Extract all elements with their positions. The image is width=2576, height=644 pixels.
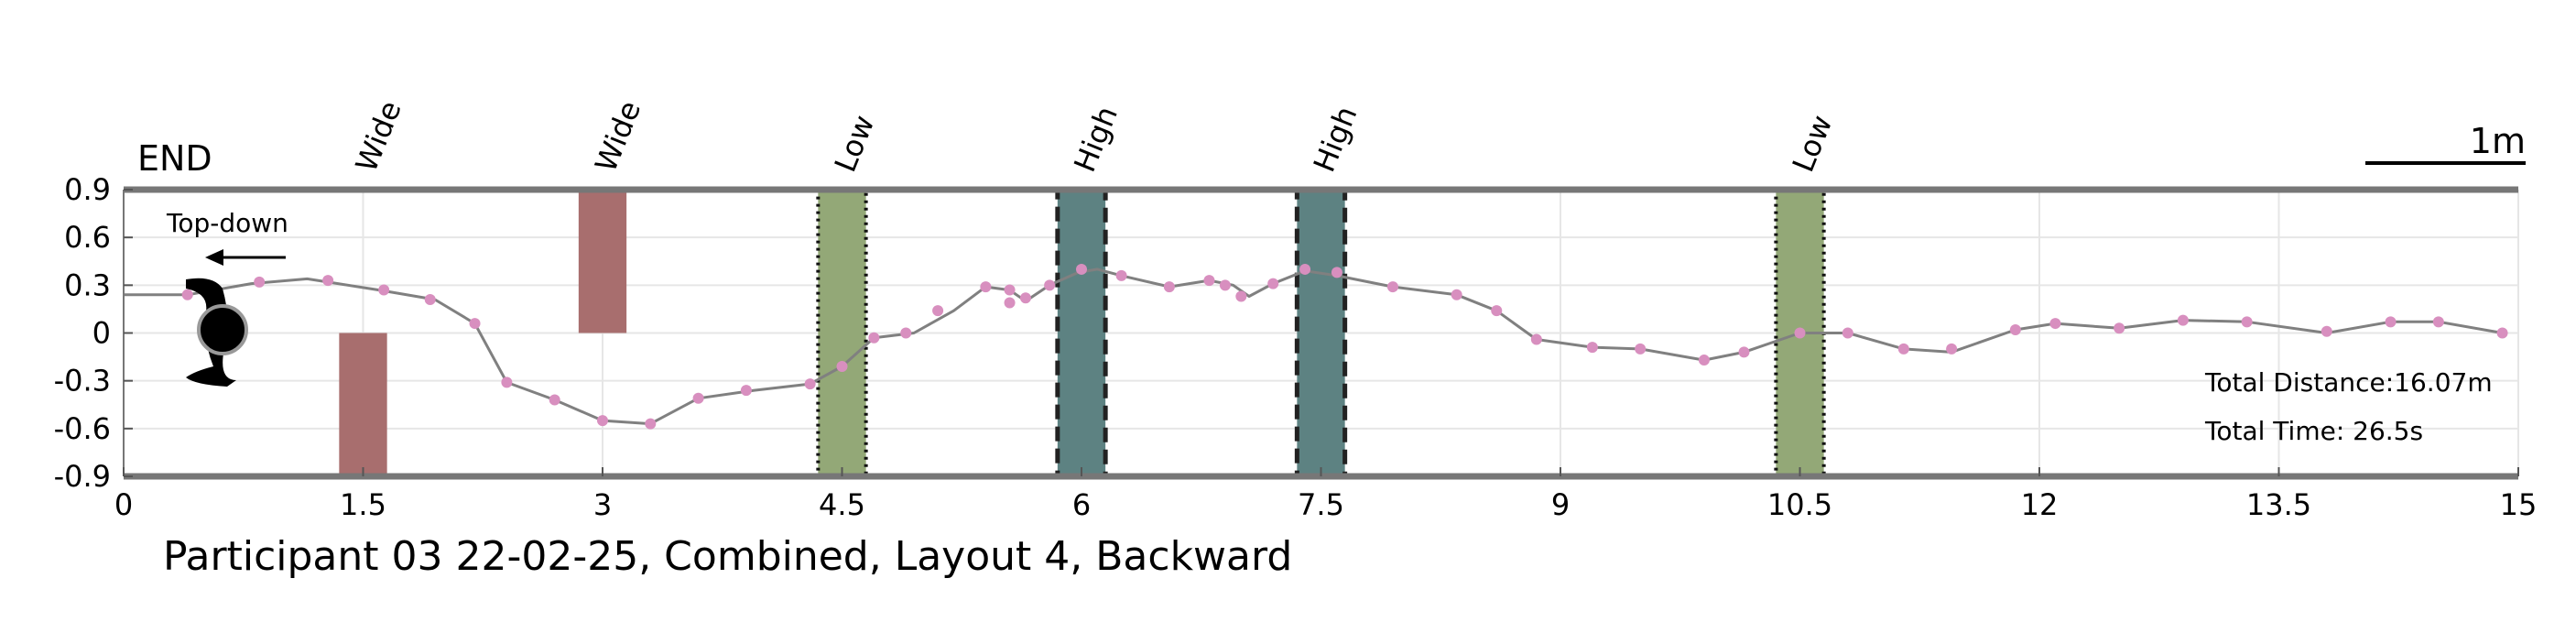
y-tick-label: -0.3 [54, 364, 111, 398]
trajectory-point [980, 281, 992, 293]
trajectory-point [1203, 275, 1215, 287]
trajectory-point [1794, 327, 1806, 339]
trajectory-point [1897, 343, 1909, 355]
total-distance: Total Distance:16.07m [2204, 367, 2493, 398]
obstacle-label: Low [828, 110, 882, 177]
trajectory-point [469, 318, 481, 330]
trajectory-point [1019, 292, 1031, 304]
trajectory-point [2496, 327, 2508, 339]
trajectory-point [1163, 281, 1175, 293]
y-tick-label: -0.9 [54, 459, 111, 494]
trajectory-point [1491, 305, 1503, 317]
x-tick-label: 9 [1551, 487, 1570, 522]
trajectory-point [1267, 278, 1279, 289]
trajectory-point [1386, 281, 1398, 293]
x-tick-label: 4.5 [819, 487, 865, 522]
trajectory-point [424, 293, 436, 305]
total-time: Total Time: 26.5s [2204, 416, 2423, 446]
trajectory-point [1004, 284, 1016, 296]
trajectory-point [1635, 343, 1647, 355]
trajectory-point [1586, 342, 1598, 354]
trajectory-point [2432, 316, 2444, 328]
obstacle-label: Wide [588, 96, 647, 177]
y-tick-label: -0.6 [54, 411, 111, 446]
obstacle-high [1055, 187, 1108, 479]
obstacle-low [816, 188, 868, 478]
y-tick-label: 0 [92, 316, 111, 351]
x-tick-label: 3 [593, 487, 612, 522]
trajectory-point [1946, 343, 1958, 355]
trajectory-point [645, 418, 657, 430]
trajectory-point [1331, 267, 1342, 278]
trajectory-point [549, 394, 560, 406]
trajectory-point [501, 377, 513, 388]
chart-title: Participant 03 22-02-25, Combined, Layou… [163, 533, 1292, 580]
trajectory-point [2049, 318, 2061, 330]
obstacle-high [1294, 187, 1348, 479]
obstacle-wide [339, 333, 387, 476]
trajectory-point [322, 275, 334, 287]
trajectory-point [2114, 322, 2125, 334]
obstacle-label: Low [1786, 110, 1840, 177]
trajectory-point [1842, 327, 1853, 339]
trajectory-point [1044, 279, 1056, 291]
y-tick-label: 0.3 [64, 267, 111, 302]
trajectory-point [2385, 316, 2397, 328]
trajectory-point [1530, 333, 1542, 345]
scale-label: 1m [2470, 121, 2526, 161]
x-tick-label: 6 [1072, 487, 1091, 522]
trajectory-point [804, 378, 816, 390]
trajectory-point [740, 385, 752, 397]
obstacle-label: High [1067, 102, 1125, 177]
trajectory-point [1219, 279, 1231, 291]
trajectory-point [1115, 269, 1127, 281]
view-label: Top-down [166, 208, 288, 238]
obstacles: Wide Wide Low High High Low [339, 96, 1840, 479]
trajectory-point [254, 276, 266, 288]
trajectory-point [1299, 263, 1311, 275]
x-tick-label: 0 [114, 487, 133, 522]
trajectory-point [1738, 346, 1750, 358]
trajectory-point [378, 284, 390, 296]
trajectory-point [1451, 289, 1462, 300]
trajectory-series [124, 263, 2508, 430]
trajectory-point [2177, 314, 2189, 326]
end-label: END [137, 138, 212, 179]
trajectory-point [2009, 324, 2021, 336]
x-tick-label: 13.5 [2246, 487, 2311, 522]
x-tick-label: 12 [2021, 487, 2059, 522]
trajectory-point [2321, 325, 2332, 337]
y-tick-label: 0.6 [64, 220, 111, 255]
trajectory-point [2241, 316, 2253, 328]
trajectory-point [932, 305, 944, 317]
obstacle-label: Wide [349, 96, 408, 177]
trajectory-point [692, 392, 704, 404]
x-tick-label: 1.5 [340, 487, 386, 522]
x-tick-label: 15 [2500, 487, 2538, 522]
trajectory-point [597, 415, 608, 427]
trajectory-point [181, 289, 193, 300]
trajectory-point [1698, 355, 1710, 366]
x-tick-label: 7.5 [1298, 487, 1344, 522]
axes: 0 1.5 3 4.5 6 7.5 9 10.5 12 13.5 15 0.9 0.6 0.3 0 -0.3 -… [54, 172, 2538, 522]
trajectory-point [900, 327, 912, 339]
y-tick-label: 0.9 [64, 172, 111, 207]
trajectory-point [836, 361, 848, 373]
obstacle-label: High [1307, 102, 1364, 177]
trajectory-point [1076, 263, 1087, 275]
x-tick-label: 10.5 [1767, 487, 1832, 522]
direction-arrow-icon [205, 249, 286, 266]
trajectory-point [868, 332, 880, 344]
trajectory-point [1004, 297, 1016, 309]
trajectory-point [1235, 290, 1247, 302]
walker-icon [186, 278, 248, 387]
obstacle-wide [578, 190, 627, 333]
